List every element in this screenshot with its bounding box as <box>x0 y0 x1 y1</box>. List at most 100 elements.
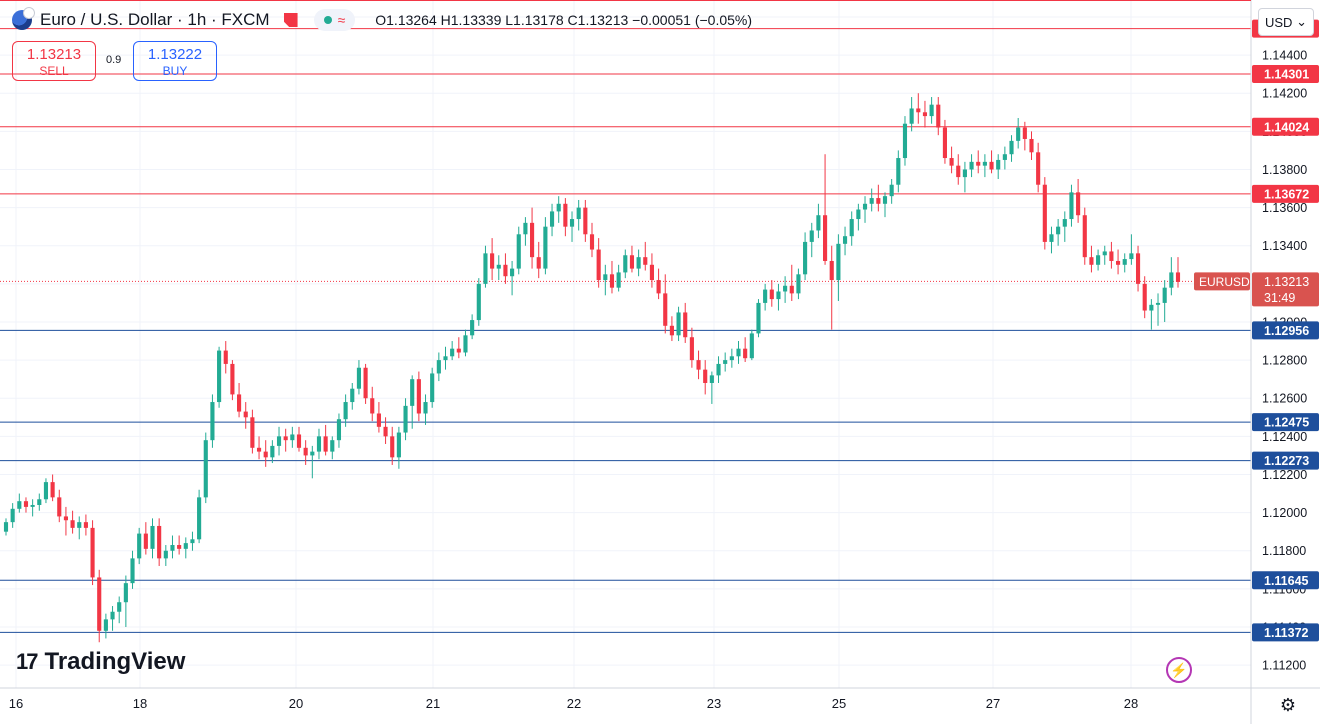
candle-body <box>576 207 581 220</box>
tradingview-logo-icon: 17 <box>16 649 39 674</box>
candle <box>30 499 35 517</box>
candle-body <box>157 525 162 559</box>
candle-body <box>223 350 228 364</box>
candle-body <box>190 539 195 544</box>
candle <box>989 150 994 174</box>
candle <box>523 217 528 246</box>
ohlc-high: H1.13339 <box>440 12 502 28</box>
candle-body <box>589 234 595 250</box>
candle-body <box>776 291 781 300</box>
candle-body <box>836 243 841 281</box>
candle <box>942 119 947 164</box>
candle-body <box>756 302 761 334</box>
last-price-label: 1.13213 <box>1264 275 1309 289</box>
candle <box>110 606 115 631</box>
candle-body <box>982 161 987 166</box>
bar-countdown-label: 31:49 <box>1264 291 1295 305</box>
candle <box>150 518 155 559</box>
candle <box>183 537 188 559</box>
candle-body <box>996 159 1001 170</box>
price-tick-label: 1.12200 <box>1262 468 1307 482</box>
candle <box>57 489 62 523</box>
candle <box>90 520 95 586</box>
lightning-icon[interactable]: ⚡ <box>1166 657 1192 683</box>
candle <box>1149 299 1154 330</box>
candle-body <box>456 348 461 353</box>
candle <box>1022 121 1027 151</box>
candle <box>623 249 628 279</box>
candle <box>197 489 202 544</box>
horizontal-levels[interactable] <box>0 28 1251 633</box>
candle-body <box>237 394 242 412</box>
sell-button[interactable]: 1.13213 SELL <box>12 41 96 81</box>
candle-body <box>130 558 135 584</box>
chart-grid <box>0 0 1251 688</box>
candle <box>962 161 967 193</box>
candle-body <box>476 283 481 321</box>
candle-body <box>816 215 821 231</box>
candle <box>530 207 535 269</box>
candle-body <box>916 108 921 113</box>
candle <box>1029 131 1034 160</box>
candle <box>549 203 555 237</box>
candle <box>569 211 575 242</box>
candle-body <box>749 333 754 359</box>
candle-body <box>549 211 555 227</box>
symbol-title[interactable]: Euro / U.S. Dollar · 1h · FXCM <box>40 10 270 29</box>
symbol-badge <box>1194 272 1250 291</box>
market-flag-icon[interactable] <box>283 13 298 27</box>
gear-icon[interactable]: ⚙ <box>1279 695 1297 715</box>
candle <box>763 283 768 311</box>
candle-body <box>463 335 468 353</box>
time-tick-label: 18 <box>133 696 147 711</box>
candle <box>1169 257 1174 296</box>
candle <box>503 253 508 284</box>
candle-body <box>256 447 262 452</box>
candle-body <box>1049 234 1054 242</box>
support-level-badge <box>1252 413 1319 432</box>
candle <box>223 341 228 374</box>
buy-button[interactable]: 1.13222 BUY <box>133 41 217 81</box>
candle <box>1155 293 1161 326</box>
candle-body <box>97 577 102 631</box>
candle <box>483 245 488 288</box>
candle <box>463 329 468 357</box>
last-price-badge <box>1252 272 1319 307</box>
candle-body <box>563 203 568 227</box>
candle-body <box>516 234 521 269</box>
candle-body <box>609 274 615 288</box>
candle-body <box>30 504 35 507</box>
price-tick-label: 1.13800 <box>1262 163 1307 177</box>
candle <box>203 432 208 504</box>
candle <box>749 329 754 361</box>
candle-body <box>829 260 834 281</box>
candle-body <box>783 285 788 292</box>
candle <box>596 238 601 288</box>
currency-selector[interactable]: USD ⌄ <box>1258 8 1314 36</box>
candle <box>809 222 814 258</box>
candle-body <box>1155 302 1161 305</box>
candle <box>676 306 681 342</box>
time-tick-label: 20 <box>289 696 303 711</box>
candle-body <box>856 209 861 220</box>
candle-body <box>296 434 302 448</box>
support-level-badge <box>1252 321 1319 340</box>
candle-body <box>390 436 395 458</box>
candle <box>896 150 901 193</box>
candle <box>536 241 541 279</box>
candle-body <box>410 379 415 406</box>
candle-body <box>403 405 408 433</box>
candle-body <box>1082 215 1087 258</box>
currency-label: USD <box>1265 14 1293 30</box>
candle-body <box>842 236 848 244</box>
candle-body <box>270 445 275 458</box>
market-status-pill[interactable]: ≈ <box>313 9 356 31</box>
candle-body <box>1009 140 1014 155</box>
candle <box>3 518 9 536</box>
candle <box>1129 234 1134 265</box>
support-level-badge <box>1252 571 1319 590</box>
candle-body <box>137 533 142 559</box>
candle-body <box>17 501 22 509</box>
candle <box>516 226 521 275</box>
